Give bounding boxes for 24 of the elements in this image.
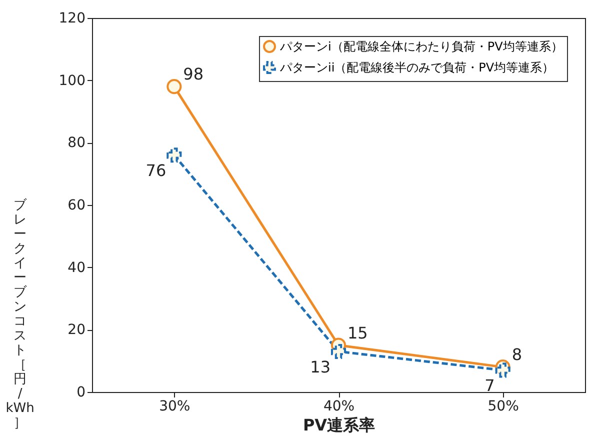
x-tick-label: 50%: [488, 398, 519, 414]
point: [330, 344, 346, 359]
data-label: 13: [310, 357, 330, 376]
point: [495, 362, 510, 378]
legend-label: パターンi（配電線全体にわたり負荷・PV均等連系）: [279, 40, 563, 54]
data-label: 76: [146, 161, 166, 180]
y-tick-label: 100: [58, 72, 86, 89]
data-label: 8: [512, 345, 522, 364]
y-tick-label: 40: [68, 260, 86, 276]
data-label: 7: [484, 376, 495, 396]
data-label: 15: [348, 323, 368, 342]
point: [166, 148, 182, 163]
y-tick-label: 60: [68, 198, 86, 214]
y-tick-label: 20: [68, 322, 86, 338]
y-tick-label: 80: [68, 135, 86, 152]
x-tick-label: 30%: [159, 398, 190, 414]
point: [166, 79, 182, 94]
y-tick-label: 0: [76, 384, 86, 400]
x-axis-title: PV連系率: [302, 416, 376, 434]
y-tick-label: 120: [58, 10, 86, 26]
text: ブレークイーブンコスト［円/kWh］: [6, 198, 34, 430]
data-label: 98: [183, 64, 204, 84]
x-tick-label: 40%: [323, 398, 355, 414]
legend-label: パターンii（配電線後半のみで負荷・PV均等連系）: [279, 60, 554, 74]
